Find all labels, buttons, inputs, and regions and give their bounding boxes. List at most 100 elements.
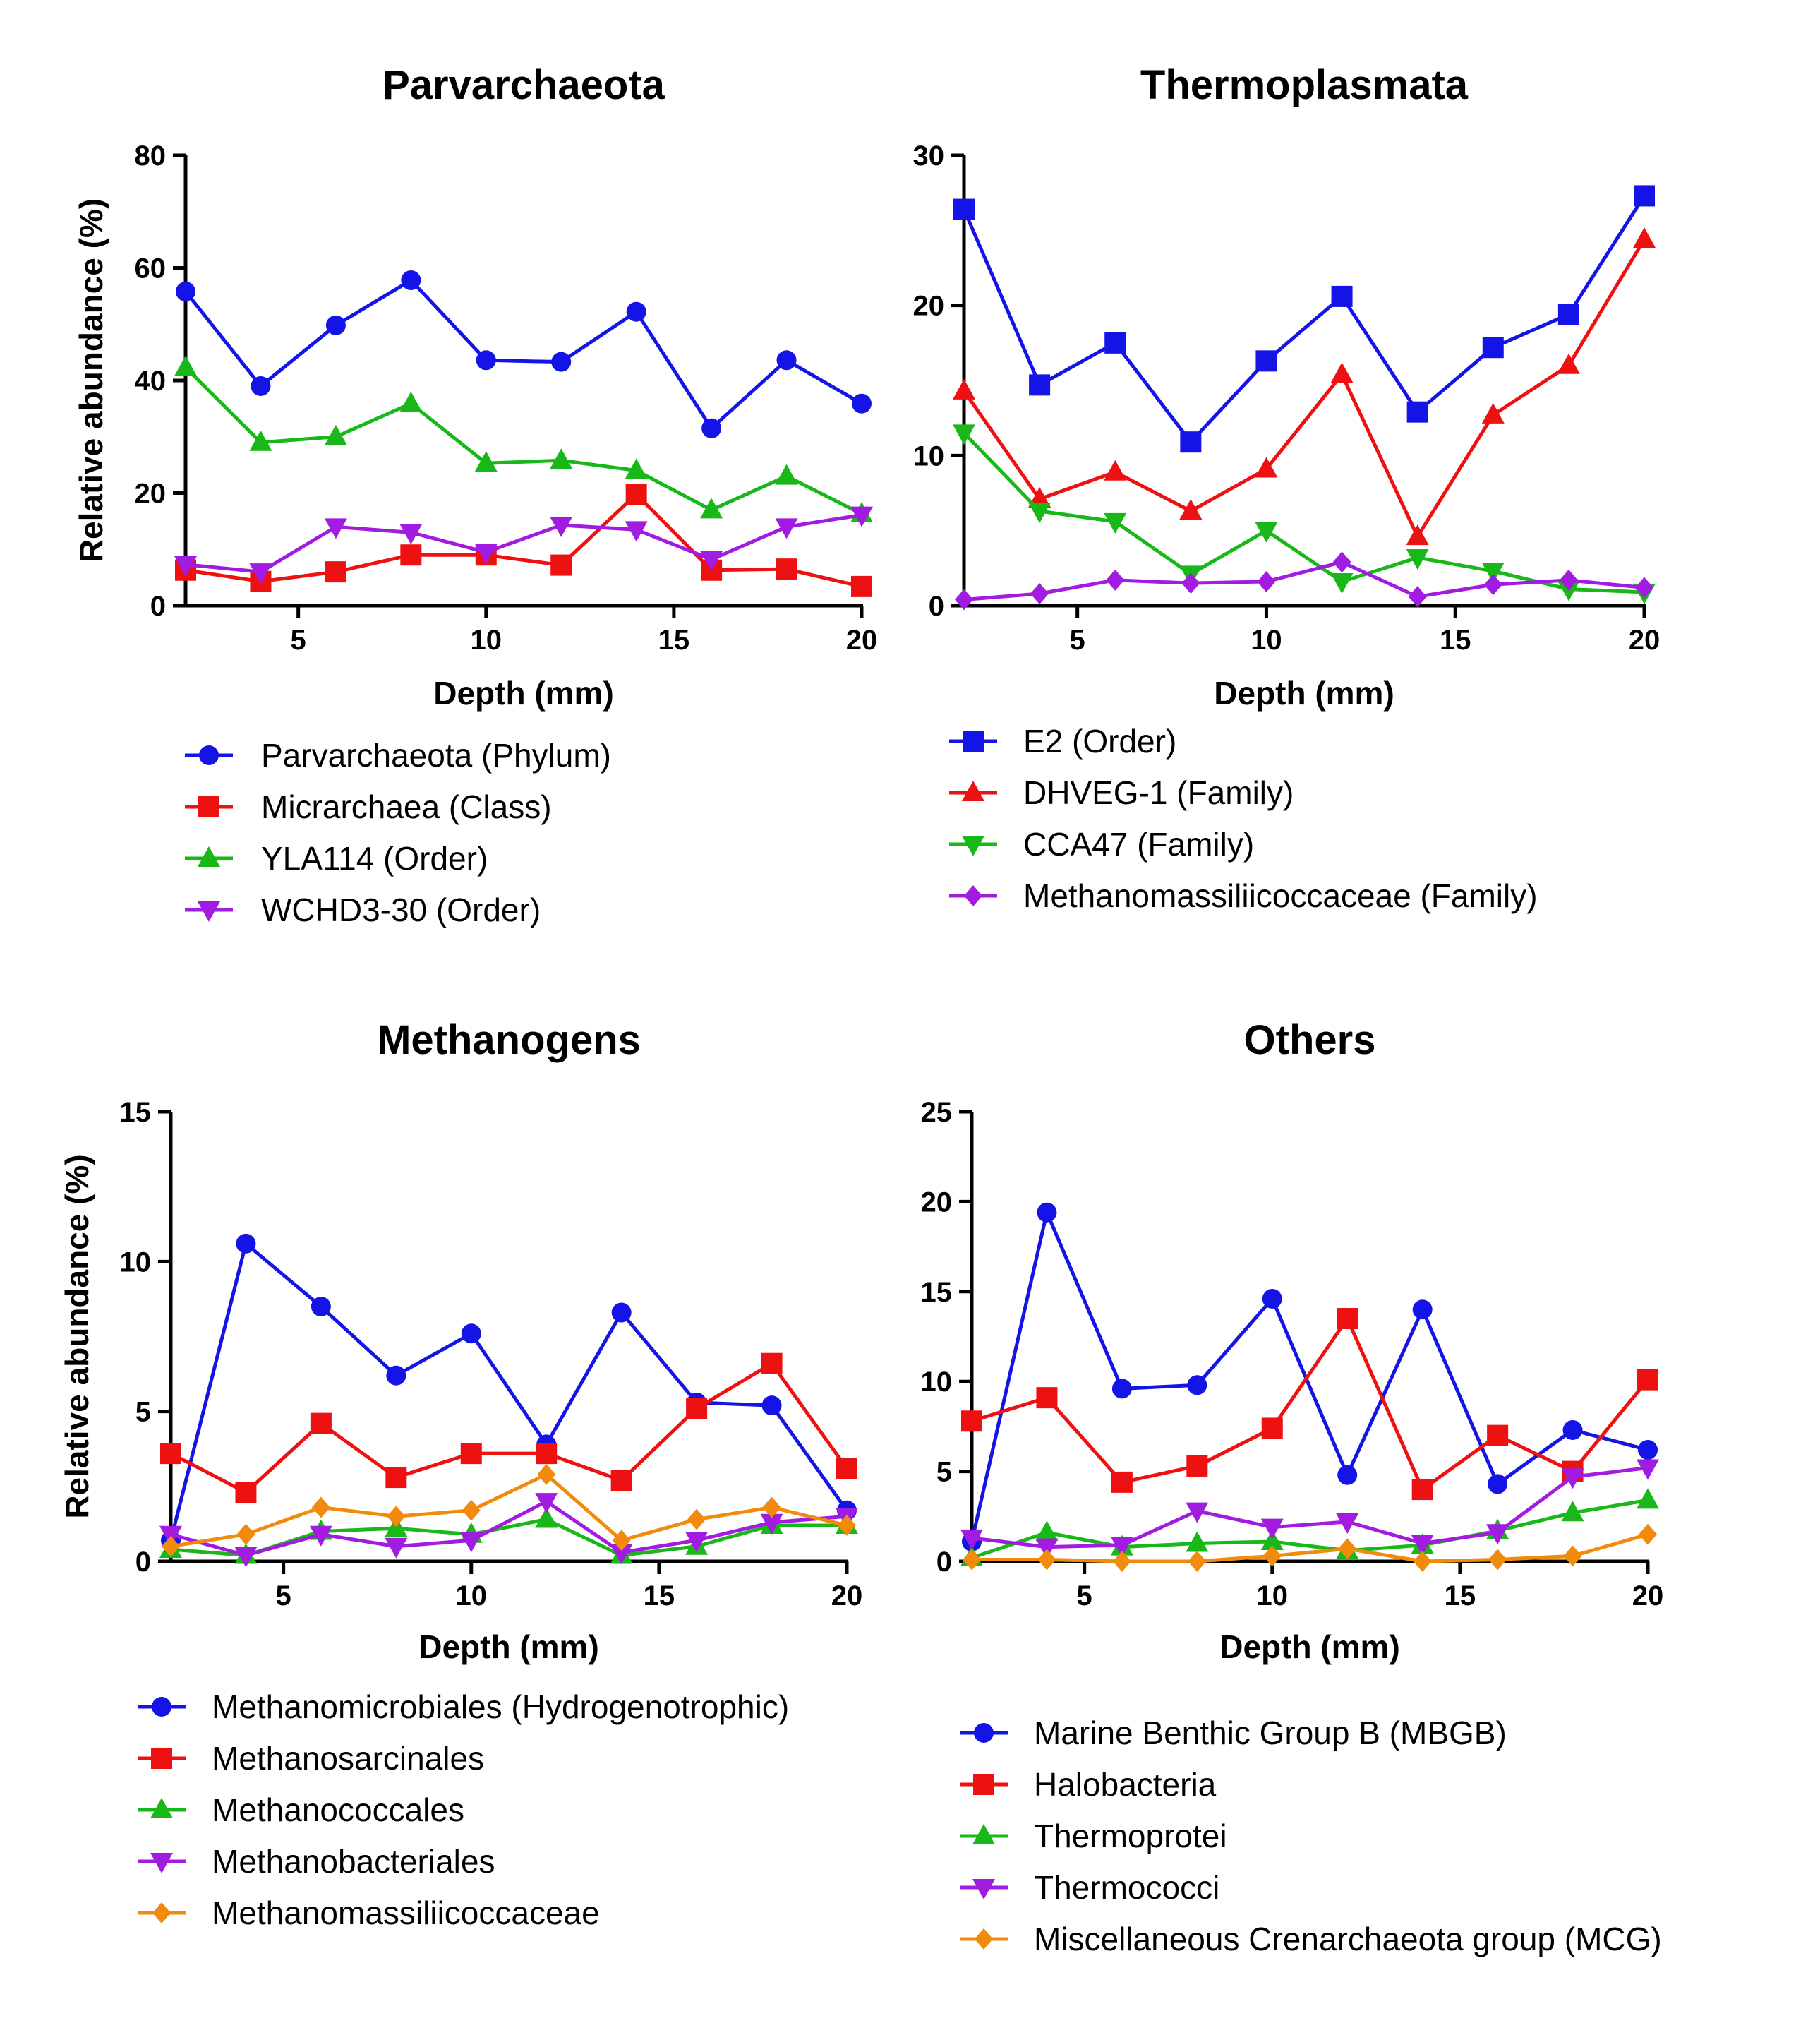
legend: Parvarchaeota (Phylum) Micrarchaea (Class…: [185, 737, 611, 928]
legend-marker: [151, 1748, 172, 1769]
legend-label: Miscellaneous Crenarchaeota group (MCG): [1034, 1921, 1662, 1957]
data-point: [1261, 1417, 1283, 1439]
data-point: [1488, 1549, 1507, 1571]
data-point: [1104, 512, 1127, 534]
data-point: [399, 524, 423, 545]
chart-title: Methanogens: [377, 1017, 641, 1063]
data-point: [761, 1352, 783, 1374]
series-line: [185, 492, 862, 589]
data-point: [1557, 304, 1579, 325]
data-point: [1260, 1518, 1284, 1539]
y-tick-label: 15: [921, 1277, 953, 1308]
data-point: [686, 1398, 708, 1419]
data-point: [325, 315, 346, 335]
data-point: [385, 1467, 407, 1489]
data-point: [776, 558, 797, 580]
data-point: [461, 1323, 481, 1344]
data-point: [1411, 1479, 1433, 1501]
data-point: [1637, 1488, 1659, 1509]
x-axis-title: Depth (mm): [433, 675, 614, 712]
series-line: [970, 1211, 1649, 1542]
y-axis-title: Relative abundance (%): [59, 1154, 95, 1518]
legend-marker: [198, 846, 220, 867]
data-point: [1104, 460, 1127, 481]
series-3: [159, 1507, 858, 1564]
legend-entry: Thermococci: [960, 1869, 1219, 1906]
data-point: [1262, 1545, 1282, 1567]
data-point: [1331, 285, 1353, 307]
x-tick-label: 15: [1440, 625, 1471, 656]
y-tick-label: 20: [913, 291, 945, 322]
data-point: [1330, 362, 1354, 383]
legend-label: Marine Benthic Group B (MBGB): [1034, 1715, 1507, 1751]
legend-label: Thermococci: [1034, 1869, 1219, 1906]
data-point: [310, 1412, 332, 1434]
y-tick-label: 20: [921, 1187, 953, 1218]
series-4: [174, 506, 873, 584]
data-point: [1260, 1529, 1284, 1550]
data-point: [1186, 1531, 1209, 1552]
series-line: [971, 1316, 1649, 1491]
x-tick-label: 20: [846, 625, 878, 656]
y-tick-label: 0: [929, 591, 944, 622]
x-tick-label: 20: [831, 1580, 863, 1611]
data-point: [761, 1395, 782, 1416]
data-point: [325, 561, 346, 583]
data-point: [1336, 1513, 1359, 1534]
data-point: [963, 1549, 981, 1571]
legend-entry: CCA47 (Family): [949, 826, 1254, 863]
data-point: [474, 451, 498, 472]
data-point: [235, 1482, 257, 1503]
series-5: [162, 1463, 856, 1557]
data-point: [550, 516, 573, 537]
legend-label: Methanococcales: [212, 1791, 464, 1828]
data-point: [474, 544, 498, 565]
data-point: [612, 1530, 631, 1551]
data-point: [1561, 1501, 1584, 1522]
data-point: [386, 1365, 406, 1386]
data-point: [1637, 1369, 1658, 1391]
series-2: [961, 1308, 1658, 1501]
series-3: [174, 355, 873, 523]
data-point: [236, 1233, 256, 1254]
y-tick-label: 15: [120, 1097, 152, 1128]
legend-entry: Halobacteria: [960, 1766, 1217, 1803]
data-point: [1180, 431, 1202, 453]
data-point: [1112, 1551, 1131, 1572]
legend-marker: [962, 836, 984, 856]
data-point: [1635, 577, 1653, 599]
data-point: [700, 498, 723, 519]
series-line: [963, 560, 1645, 601]
legend-label: Thermoprotei: [1034, 1818, 1227, 1854]
y-axis-title: Relative abundance (%): [73, 198, 109, 563]
series-1: [953, 185, 1655, 453]
data-point: [1255, 457, 1278, 478]
data-point: [687, 1508, 706, 1530]
y-tick-label: 40: [135, 366, 167, 397]
data-point: [1028, 487, 1051, 508]
y-tick-label: 0: [150, 591, 166, 622]
data-point: [1563, 1545, 1582, 1567]
data-point: [1412, 1299, 1433, 1320]
data-point: [610, 1470, 632, 1491]
y-tick-label: 20: [135, 479, 167, 510]
y-tick-label: 60: [135, 253, 167, 284]
data-point: [537, 1463, 556, 1485]
chart-panel-3: Methanogens 5 10 15 20 0 5 10 15 Depth (mm) Relati…: [59, 1017, 862, 1931]
data-point: [1037, 1202, 1057, 1223]
legend-entry: Methanomassiliicoccaceae: [138, 1895, 600, 1931]
legend-marker: [152, 1902, 171, 1923]
data-point: [1186, 1455, 1208, 1477]
data-point: [852, 393, 872, 414]
data-point: [162, 1535, 180, 1557]
legend-marker: [975, 1928, 993, 1950]
x-tick-label: 5: [1070, 625, 1085, 656]
data-point: [776, 350, 797, 371]
data-point: [760, 1513, 783, 1535]
series-2: [953, 227, 1656, 546]
series-1: [161, 1233, 857, 1551]
data-point: [850, 506, 873, 527]
x-tick-label: 10: [1257, 1580, 1289, 1611]
legend-entry: Methanococcales: [138, 1791, 464, 1828]
data-point: [550, 448, 573, 469]
